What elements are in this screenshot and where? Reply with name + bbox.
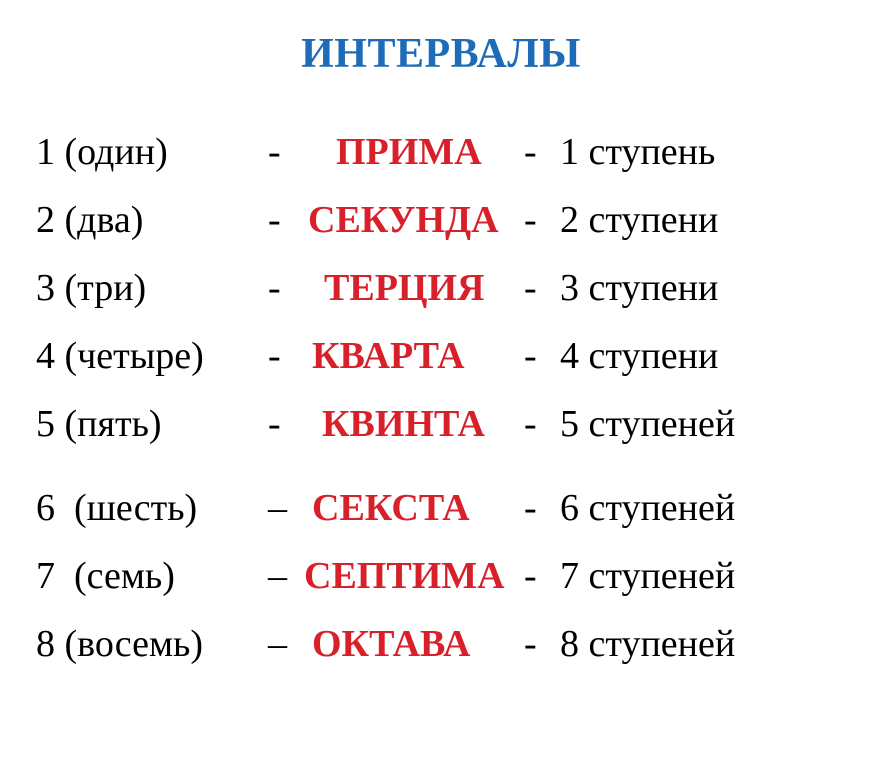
- separator: -: [524, 542, 560, 610]
- interval-row: 7 (семь)–СЕПТИМА-7 ступеней: [36, 542, 862, 610]
- interval-number: 7 (семь): [36, 542, 268, 610]
- interval-name: СЕПТИМА: [304, 542, 524, 610]
- interval-number: 4 (четыре): [36, 322, 268, 390]
- interval-steps: 5 ступеней: [560, 390, 735, 458]
- interval-name: ПРИМА: [304, 118, 524, 186]
- interval-steps: 8 ступеней: [560, 610, 735, 678]
- interval-steps: 4 ступени: [560, 322, 718, 390]
- separator: -: [524, 474, 560, 542]
- separator: -: [268, 390, 304, 458]
- separator: –: [268, 610, 304, 678]
- interval-number: 8 (восемь): [36, 610, 268, 678]
- separator: -: [524, 322, 560, 390]
- interval-number: 6 (шесть): [36, 474, 268, 542]
- interval-row: 1 (один)-ПРИМА-1 ступень: [36, 118, 862, 186]
- interval-name: СЕКСТА: [304, 474, 524, 542]
- interval-name: СЕКУНДА: [304, 186, 524, 254]
- separator: -: [524, 118, 560, 186]
- interval-row: 2 (два)-СЕКУНДА-2 ступени: [36, 186, 862, 254]
- interval-row: 8 (восемь)–ОКТАВА-8 ступеней: [36, 610, 862, 678]
- separator: -: [268, 322, 304, 390]
- interval-number: 3 (три): [36, 254, 268, 322]
- page: ИНТЕРВАЛЫ 1 (один)-ПРИМА-1 ступень2 (два…: [0, 0, 882, 771]
- interval-steps: 6 ступеней: [560, 474, 735, 542]
- interval-name: КВИНТА: [304, 390, 524, 458]
- interval-number: 2 (два): [36, 186, 268, 254]
- interval-number: 5 (пять): [36, 390, 268, 458]
- interval-steps: 1 ступень: [560, 118, 715, 186]
- separator: –: [268, 542, 304, 610]
- interval-steps: 3 ступени: [560, 254, 718, 322]
- interval-steps: 7 ступеней: [560, 542, 735, 610]
- separator: -: [268, 186, 304, 254]
- interval-row: 6 (шесть)–СЕКСТА-6 ступеней: [36, 474, 862, 542]
- page-title: ИНТЕРВАЛЫ: [0, 30, 882, 78]
- separator: -: [524, 254, 560, 322]
- interval-list: 1 (один)-ПРИМА-1 ступень2 (два)-СЕКУНДА-…: [0, 118, 882, 678]
- interval-name: ОКТАВА: [304, 610, 524, 678]
- separator: -: [524, 186, 560, 254]
- separator: -: [268, 118, 304, 186]
- interval-row: 3 (три)-ТЕРЦИЯ-3 ступени: [36, 254, 862, 322]
- separator: –: [268, 474, 304, 542]
- separator: -: [524, 390, 560, 458]
- separator: -: [524, 610, 560, 678]
- interval-row: 5 (пять)-КВИНТА-5 ступеней: [36, 390, 862, 458]
- interval-row: 4 (четыре)-КВАРТА-4 ступени: [36, 322, 862, 390]
- interval-name: КВАРТА: [304, 322, 524, 390]
- interval-number: 1 (один): [36, 118, 268, 186]
- interval-name: ТЕРЦИЯ: [304, 254, 524, 322]
- interval-steps: 2 ступени: [560, 186, 718, 254]
- separator: -: [268, 254, 304, 322]
